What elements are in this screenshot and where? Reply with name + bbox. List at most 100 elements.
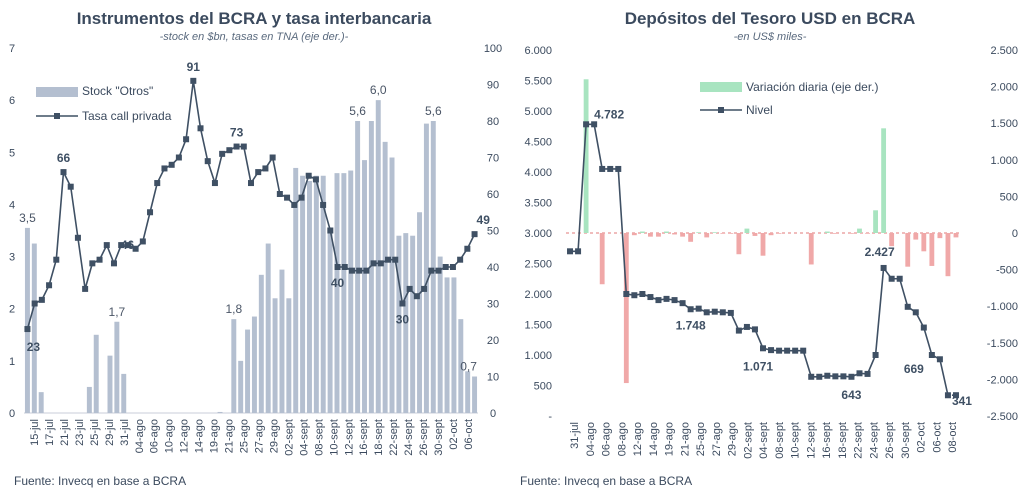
stock-bar xyxy=(38,392,44,413)
level-point xyxy=(856,370,863,377)
call-rate-point xyxy=(291,201,298,208)
stock-bar xyxy=(410,235,416,413)
stock-bar xyxy=(245,329,251,413)
stock-bar xyxy=(300,175,306,413)
right-y-tick-label: 4.500 xyxy=(524,137,552,149)
left-x-tick-label: 24-sept xyxy=(403,419,415,456)
level-point xyxy=(872,352,879,358)
call-rate-point xyxy=(190,77,197,84)
left-x-tick-label: 31-jul xyxy=(119,419,131,446)
variation-bar xyxy=(881,128,887,233)
level-point xyxy=(631,292,638,299)
stock-data-label: 5,6 xyxy=(349,104,366,118)
variation-bar xyxy=(873,210,878,233)
left-x-tick-label: 06-oct xyxy=(463,419,475,450)
stock-bar xyxy=(231,319,237,413)
variation-bar xyxy=(639,231,645,233)
left-y-tick-label: 4 xyxy=(9,199,15,211)
left-x-tick-label: 12-sept xyxy=(343,419,355,456)
left-x-tick-label: 29-jul xyxy=(104,419,116,446)
right-y2-tick-label: -1.000 xyxy=(987,301,1018,313)
left-y-tick-label: 7 xyxy=(9,43,15,55)
level-data-label: 341 xyxy=(952,394,972,408)
call-rate-point xyxy=(96,256,103,263)
level-point xyxy=(888,275,895,282)
right-x-tick-label: 21-ago xyxy=(679,422,691,456)
call-rate-point xyxy=(399,300,406,307)
level-point xyxy=(711,308,718,315)
right-chart-source: Fuente: Invecq en base a BCRA xyxy=(520,474,692,488)
call-rate-point xyxy=(413,293,420,300)
call-rate-data-label: 91 xyxy=(187,60,201,74)
level-point xyxy=(703,309,710,316)
level-point xyxy=(896,275,903,282)
call-rate-point xyxy=(168,161,175,168)
stock-bar xyxy=(238,360,244,413)
variation-bar xyxy=(824,231,830,233)
right-x-tick-label: 16-sept xyxy=(821,422,833,459)
stock-data-label: 1,8 xyxy=(225,302,242,316)
variation-bar xyxy=(760,233,766,256)
level-point xyxy=(679,300,686,307)
variation-bar xyxy=(656,233,661,237)
right-x-tick-label: 19-ago xyxy=(664,422,676,456)
left-y2-tick-label: 60 xyxy=(487,189,499,201)
call-rate-point xyxy=(471,231,478,238)
call-rate-point xyxy=(284,194,291,201)
right-y2-tick-label: -500 xyxy=(996,265,1018,277)
left-x-tick-label: 06-ago xyxy=(149,419,161,453)
call-rate-data-label: 30 xyxy=(396,313,410,327)
right-y-tick-label: 1.500 xyxy=(524,320,552,332)
level-point xyxy=(864,370,871,377)
right-x-tick-label: 02-oct xyxy=(916,422,928,453)
level-point xyxy=(615,165,622,172)
right-legend-bar-swatch xyxy=(700,82,742,92)
left-x-tick-label: 10-sept xyxy=(328,419,340,456)
call-rate-point xyxy=(327,227,334,234)
left-x-tick-label: 02-oct xyxy=(448,419,460,450)
call-rate-point xyxy=(370,260,377,267)
left-y2-tick-label: 50 xyxy=(487,226,499,238)
call-rate-point xyxy=(219,150,226,157)
stock-bar xyxy=(107,355,113,413)
level-data-label: 643 xyxy=(841,388,861,402)
right-y-tick-label: 3.500 xyxy=(524,198,552,210)
call-rate-data-label: 40 xyxy=(331,276,345,290)
variation-bar xyxy=(921,233,927,252)
right-legend-line-marker xyxy=(718,107,724,113)
call-rate-point xyxy=(226,147,233,154)
right-x-tick-label: 02-sept xyxy=(742,422,754,459)
variation-bar xyxy=(865,233,870,234)
call-rate-point xyxy=(356,267,363,274)
call-rate-point xyxy=(161,165,168,172)
call-rate-data-label: 66 xyxy=(57,151,71,165)
level-point xyxy=(735,327,742,334)
left-y2-tick-label: 100 xyxy=(484,43,502,55)
call-rate-point xyxy=(312,176,319,183)
stock-bar xyxy=(368,121,374,413)
level-data-label: 4.782 xyxy=(594,107,624,121)
level-data-label: 2.427 xyxy=(865,245,895,259)
level-point xyxy=(832,373,839,380)
right-x-tick-label: 06-oct xyxy=(931,422,943,453)
right-y2-tick-label: -2.500 xyxy=(987,411,1018,423)
call-rate-point xyxy=(67,183,74,190)
call-rate-point xyxy=(255,169,262,176)
right-x-tick-label: 08-oct xyxy=(947,422,959,453)
stock-bar xyxy=(327,227,333,413)
left-y2-tick-label: 30 xyxy=(487,299,499,311)
call-rate-point xyxy=(82,285,89,292)
call-rate-point xyxy=(262,165,269,172)
variation-bar xyxy=(599,233,605,285)
right-y-tick-label: 1.000 xyxy=(524,350,552,362)
call-rate-point xyxy=(269,154,276,161)
stock-bar xyxy=(437,256,443,413)
level-data-label: 669 xyxy=(904,362,924,376)
call-rate-point xyxy=(60,169,67,176)
stock-bar xyxy=(334,173,340,413)
call-rate-point xyxy=(298,194,305,201)
left-x-tick-label: 21-ago xyxy=(224,419,236,453)
left-x-tick-label: 10-ago xyxy=(164,419,176,453)
level-data-label: 1.748 xyxy=(676,318,706,332)
stock-bar xyxy=(444,277,450,413)
